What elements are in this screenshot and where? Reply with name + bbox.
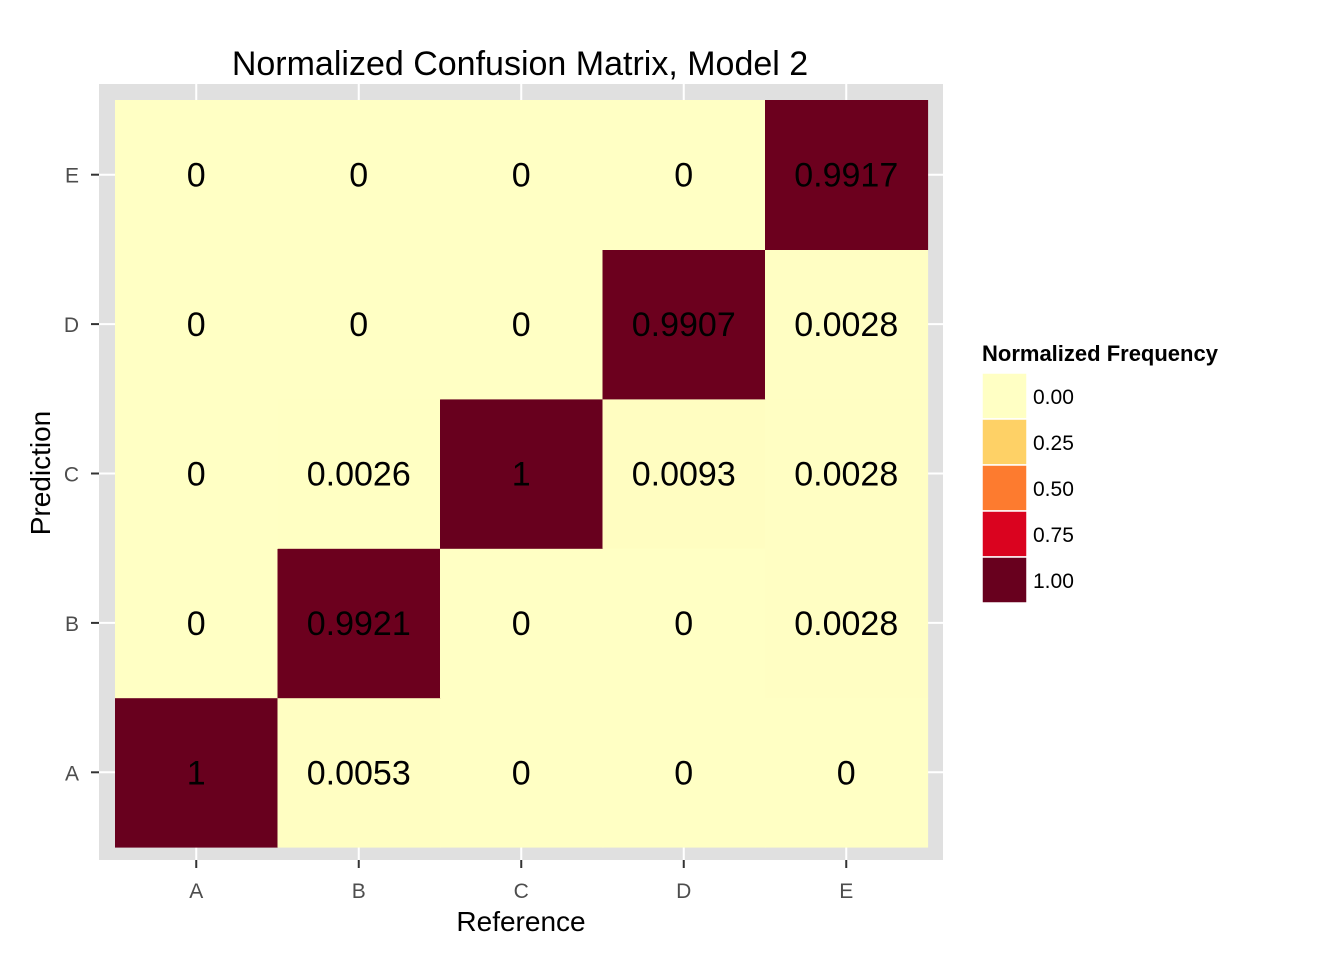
x-tick-label: A — [189, 880, 203, 903]
legend-key — [981, 510, 1028, 558]
heatmap-cell — [765, 398, 929, 549]
x-axis: A B C D E — [189, 860, 853, 903]
heatmap-cell — [440, 398, 604, 549]
legend-label: 0.75 — [1033, 524, 1074, 547]
y-axis-title: Prediction — [25, 411, 56, 536]
heatmap-cell — [602, 548, 766, 699]
legend-key — [981, 464, 1028, 512]
y-tick-label: B — [65, 613, 79, 636]
heatmap-cells — [115, 100, 929, 848]
y-tick-label: C — [64, 464, 79, 487]
cell-labels: 1 0.0053 0 0 0 0 0.9921 0 0 0.0028 0 0.0026 1 0.0093 0… — [187, 157, 898, 793]
y-tick-label: E — [65, 165, 79, 188]
legend-key — [981, 372, 1028, 420]
heatmap-cell — [277, 697, 441, 848]
cell-value-label: 0 — [187, 157, 206, 195]
heatmap-cell — [602, 697, 766, 848]
y-axis: A B C D E — [64, 165, 99, 785]
heatmap-cell — [277, 398, 441, 549]
cell-value-label: 0.9921 — [307, 605, 411, 643]
heatmap-cell — [440, 100, 604, 250]
cell-value-label: 0.0026 — [307, 456, 411, 494]
legend: Normalized Frequency 0.00 0.25 0.50 0.75 1.0… — [981, 341, 1219, 604]
heatmap-cell — [115, 100, 279, 250]
cell-value-label: 0.0028 — [794, 605, 898, 643]
cell-value-label: 0 — [349, 306, 368, 344]
cell-value-label: 1 — [187, 754, 206, 792]
x-tick-label: C — [514, 880, 529, 903]
heatmap-cell — [602, 100, 766, 250]
x-tick-label: D — [676, 880, 691, 903]
legend-label: 1.00 — [1033, 570, 1074, 593]
y-tick-label: A — [65, 762, 79, 785]
heatmap-cell — [765, 697, 929, 848]
heatmap-cell — [277, 249, 441, 400]
heatmap-cell — [440, 249, 604, 400]
cell-value-label: 0.9907 — [632, 306, 736, 344]
heatmap-cell — [277, 548, 441, 699]
cell-value-label: 0 — [187, 605, 206, 643]
cell-value-label: 0.0053 — [307, 754, 411, 792]
cell-value-label: 0 — [674, 754, 693, 792]
heatmap-cell — [440, 697, 604, 848]
cell-value-label: 0.0093 — [632, 456, 736, 494]
heatmap-cell — [115, 398, 279, 549]
cell-value-label: 0.0028 — [794, 306, 898, 344]
cell-value-label: 0.9917 — [794, 157, 898, 195]
cell-value-label: 0 — [512, 306, 531, 344]
heatmap-cell — [440, 548, 604, 699]
cell-value-label: 0 — [512, 754, 531, 792]
heatmap-cell — [602, 398, 766, 549]
cell-value-label: 0 — [512, 157, 531, 195]
heatmap-cell — [115, 249, 279, 400]
x-tick-label: E — [839, 880, 853, 903]
cell-value-label: 0 — [187, 306, 206, 344]
legend-key — [981, 556, 1028, 604]
x-tick-label: B — [352, 880, 366, 903]
heatmap-cell — [115, 697, 279, 848]
legend-label: 0.50 — [1033, 478, 1074, 501]
cell-value-label: 0.0028 — [794, 456, 898, 494]
legend-key — [981, 418, 1028, 466]
cell-value-label: 1 — [512, 456, 531, 494]
cell-value-label: 0 — [349, 157, 368, 195]
x-axis-title: Reference — [456, 906, 585, 937]
cell-value-label: 0 — [512, 605, 531, 643]
cell-value-label: 0 — [187, 456, 206, 494]
legend-label: 0.00 — [1033, 386, 1074, 409]
heatmap-cell — [765, 548, 929, 699]
cell-value-label: 0 — [837, 754, 856, 792]
heatmap-cell — [765, 249, 929, 400]
heatmap-cell — [765, 100, 929, 250]
heatmap-cell — [115, 548, 279, 699]
legend-title: Normalized Frequency — [982, 341, 1219, 366]
y-tick-label: D — [64, 314, 79, 337]
cell-value-label: 0 — [674, 157, 693, 195]
heatmap-cell — [602, 249, 766, 400]
cell-value-label: 0 — [674, 605, 693, 643]
chart-title: Normalized Confusion Matrix, Model 2 — [232, 45, 808, 83]
heatmap-cell — [277, 100, 441, 250]
legend-label: 0.25 — [1033, 432, 1074, 455]
